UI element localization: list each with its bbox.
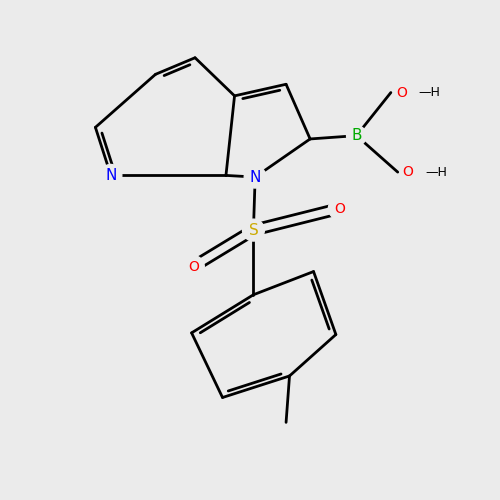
- Circle shape: [328, 198, 350, 220]
- Text: O: O: [188, 260, 199, 274]
- Text: N: N: [250, 170, 261, 184]
- Text: —H: —H: [425, 166, 447, 178]
- Circle shape: [242, 219, 264, 241]
- Text: O: O: [396, 86, 406, 100]
- Text: N: N: [105, 168, 117, 183]
- Text: S: S: [248, 222, 258, 238]
- Text: B: B: [351, 128, 362, 143]
- Circle shape: [244, 166, 266, 188]
- Circle shape: [182, 256, 204, 278]
- Circle shape: [100, 164, 122, 186]
- Text: O: O: [402, 165, 413, 179]
- Circle shape: [346, 126, 366, 146]
- Text: —H: —H: [418, 86, 440, 99]
- Text: O: O: [334, 202, 345, 215]
